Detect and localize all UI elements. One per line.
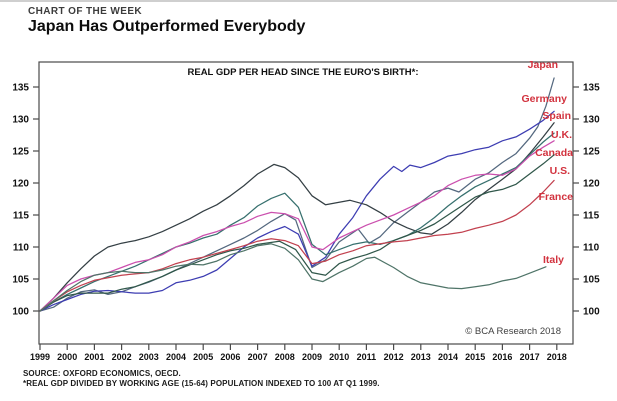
chart-footer: SOURCE: OXFORD ECONOMICS, OECD. *REAL GD… bbox=[23, 369, 380, 388]
y-tick-label-right: 105 bbox=[583, 275, 600, 286]
series-line-italy bbox=[39, 243, 547, 312]
copyright-note: © BCA Research 2018 bbox=[465, 326, 561, 337]
x-tick-label: 2001 bbox=[84, 352, 104, 362]
series-line-canada bbox=[39, 140, 555, 312]
plot-title: REAL GDP PER HEAD SINCE THE EURO'S BIRTH… bbox=[188, 67, 419, 78]
y-tick-label-right: 125 bbox=[583, 147, 600, 158]
x-tick-label: 2015 bbox=[465, 352, 485, 362]
series-label-france: France bbox=[539, 191, 574, 203]
x-tick-label: 2002 bbox=[112, 352, 132, 362]
x-tick-label: 2016 bbox=[492, 352, 512, 362]
plot-frame bbox=[38, 61, 574, 345]
series-line-uk bbox=[39, 132, 555, 312]
y-tick-label-left: 100 bbox=[12, 307, 29, 318]
x-tick-label: 2006 bbox=[220, 352, 240, 362]
series-label-spain: Spain bbox=[542, 110, 571, 122]
series-line-germany bbox=[39, 110, 555, 312]
series-line-france bbox=[39, 179, 555, 312]
y-tick-label-right: 110 bbox=[583, 243, 600, 254]
series-line-us bbox=[39, 154, 555, 312]
x-tick-label: 2018 bbox=[547, 352, 567, 362]
y-tick-label-left: 105 bbox=[12, 275, 29, 286]
source-line: SOURCE: OXFORD ECONOMICS, OECD. bbox=[23, 369, 181, 378]
series-label-uk: U.K. bbox=[551, 129, 572, 141]
x-tick-label: 2013 bbox=[411, 352, 431, 362]
x-tick-label: 2010 bbox=[329, 352, 349, 362]
series-label-japan: Japan bbox=[528, 59, 558, 71]
y-tick-label-left: 135 bbox=[12, 83, 29, 94]
x-tick-label: 2017 bbox=[520, 352, 540, 362]
y-tick-label-right: 100 bbox=[583, 307, 600, 318]
y-tick-label-left: 115 bbox=[13, 211, 30, 222]
footnote-line: *REAL GDP DIVIDED BY WORKING AGE (15-64)… bbox=[23, 378, 380, 388]
x-tick-label: 2012 bbox=[384, 352, 404, 362]
chart-kicker: CHART OF THE WEEK bbox=[28, 6, 143, 17]
series-label-us: U.S. bbox=[550, 165, 571, 177]
y-tick-label-right: 130 bbox=[583, 115, 600, 126]
x-tick-label: 2014 bbox=[438, 352, 458, 362]
x-tick-label: 2011 bbox=[357, 352, 377, 362]
x-tick-label: 2009 bbox=[302, 352, 322, 362]
y-tick-label-left: 130 bbox=[12, 115, 29, 126]
x-tick-label: 1999 bbox=[30, 352, 50, 362]
y-tick-label-right: 135 bbox=[583, 83, 600, 94]
series-line-spain bbox=[39, 122, 555, 312]
x-tick-label: 2005 bbox=[193, 352, 213, 362]
y-tick-label-right: 115 bbox=[583, 211, 600, 222]
x-tick-label: 2004 bbox=[166, 352, 186, 362]
y-tick-label-left: 120 bbox=[12, 179, 29, 190]
y-tick-label-left: 125 bbox=[12, 147, 29, 158]
top-divider bbox=[0, 0, 617, 2]
x-tick-label: 2003 bbox=[139, 352, 159, 362]
series-label-canada: Canada bbox=[535, 147, 573, 159]
page-title: Japan Has Outperformed Everybody bbox=[28, 18, 306, 35]
series-line-japan bbox=[39, 77, 555, 312]
series-label-germany: Germany bbox=[521, 93, 567, 105]
x-tick-label: 2000 bbox=[57, 352, 77, 362]
y-tick-label-left: 110 bbox=[13, 243, 30, 254]
x-tick-label: 2007 bbox=[248, 352, 268, 362]
series-label-italy: Italy bbox=[543, 254, 564, 266]
y-tick-label-right: 120 bbox=[583, 179, 600, 190]
x-tick-label: 2008 bbox=[275, 352, 295, 362]
